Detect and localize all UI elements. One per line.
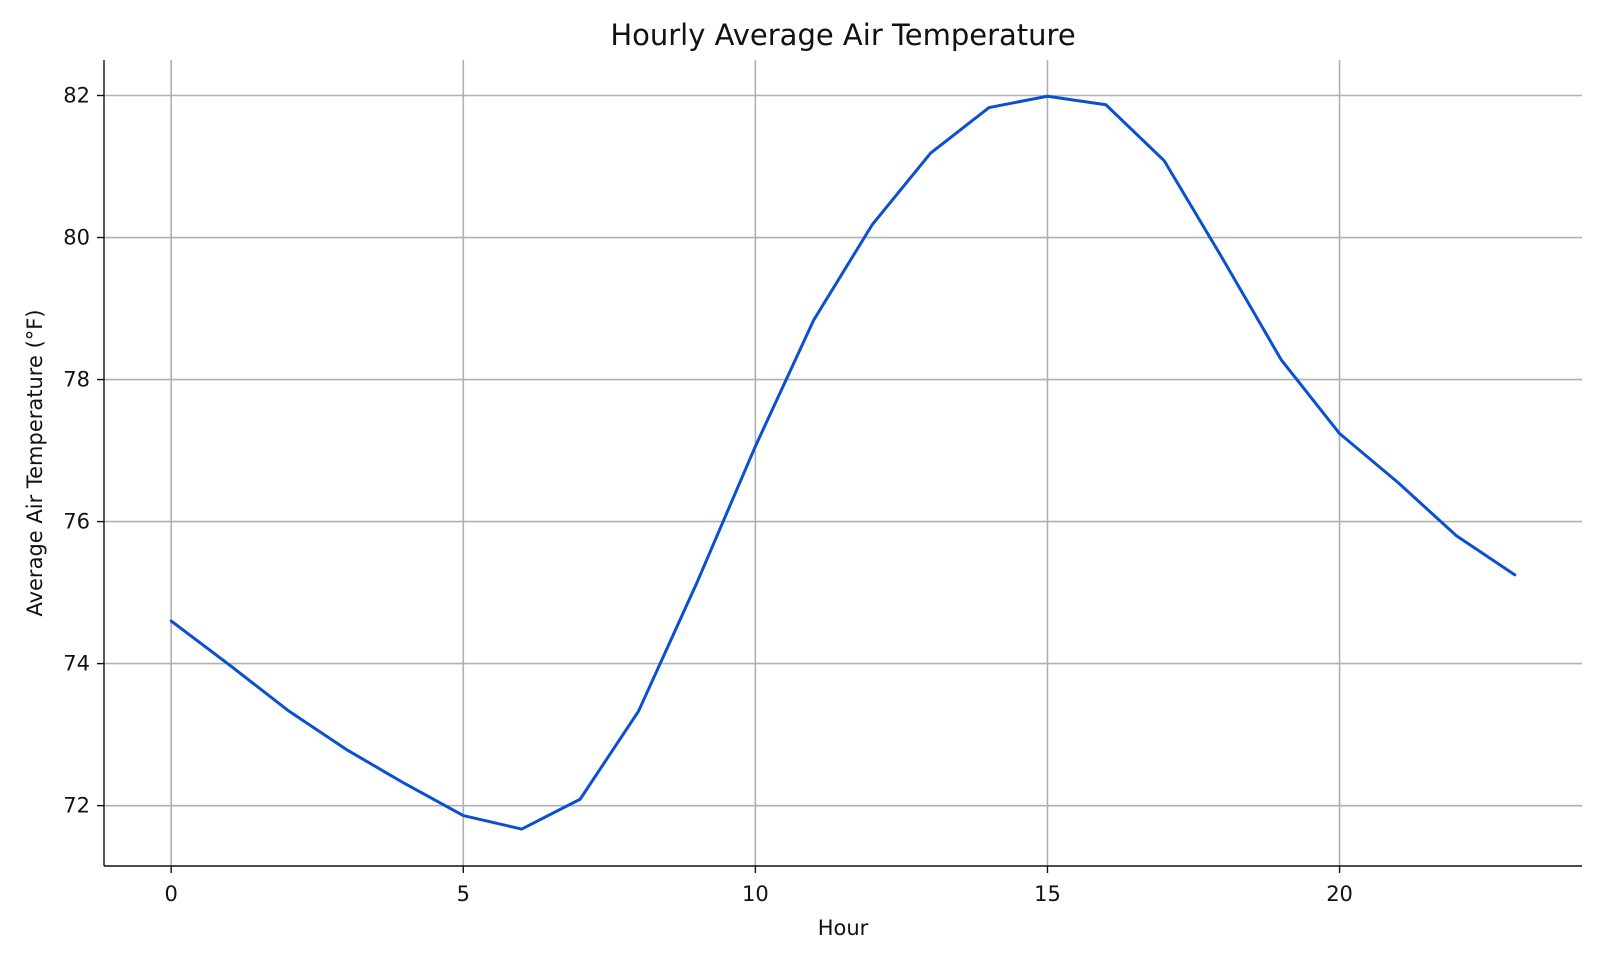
x-tick-label: 0 [164, 882, 177, 906]
chart-title: Hourly Average Air Temperature [610, 18, 1075, 52]
x-tick-label: 5 [457, 882, 470, 906]
y-tick-label: 78 [63, 368, 90, 392]
y-tick-label: 80 [63, 226, 90, 250]
grid [104, 60, 1582, 866]
y-tick-label: 76 [63, 510, 90, 534]
y-tick-label: 82 [63, 84, 90, 108]
y-tick-label: 74 [63, 652, 90, 676]
x-tick-label: 20 [1326, 882, 1353, 906]
y-axis-label: Average Air Temperature (°F) [23, 309, 47, 616]
x-axis-label: Hour [818, 916, 869, 940]
x-tick-label: 15 [1034, 882, 1061, 906]
tick-labels: 0 5 10 15 20 72 74 76 78 80 82 [63, 84, 1353, 906]
series-line [169, 94, 1517, 831]
axes [103, 60, 1582, 867]
x-tick-label: 10 [742, 882, 769, 906]
series [169, 94, 1517, 831]
y-tick-label: 72 [63, 794, 90, 818]
